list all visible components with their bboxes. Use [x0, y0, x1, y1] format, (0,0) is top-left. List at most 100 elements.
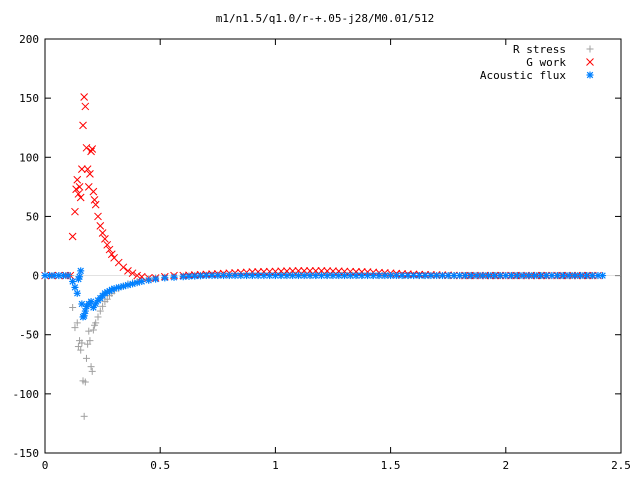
- data-point: [323, 272, 331, 280]
- data-point: [161, 274, 169, 282]
- data-point: [254, 272, 262, 280]
- data-point: [80, 412, 88, 420]
- data-point: [496, 272, 504, 280]
- chart-title: m1/n1.5/q1.0/r-+.05-j28/M0.01/512: [216, 12, 435, 25]
- data-point: [81, 307, 89, 315]
- data-point: [78, 165, 86, 173]
- data-point: [346, 272, 354, 280]
- x-tick-label: 2.5: [611, 459, 631, 472]
- data-point: [76, 273, 84, 281]
- data-point: [300, 272, 308, 280]
- data-point: [128, 269, 137, 278]
- data-point: [72, 185, 80, 194]
- data-point: [129, 280, 137, 288]
- data-point: [81, 102, 90, 111]
- data-point: [170, 273, 178, 281]
- data-point: [92, 319, 100, 327]
- data-point: [502, 272, 510, 280]
- data-point: [69, 304, 77, 312]
- y-tick-label: 0: [32, 270, 39, 283]
- data-point: [98, 229, 107, 237]
- data-point: [80, 312, 88, 320]
- data-point: [115, 283, 123, 291]
- data-point: [89, 187, 98, 196]
- data-point: [96, 222, 105, 230]
- data-point: [94, 313, 102, 321]
- data-point: [381, 272, 389, 280]
- axis-ticks: 0 0.5 1 1.5 2 2.5 200 150 100 50 0 -50 -100 -150: [13, 33, 631, 472]
- x-tick-label: 1: [272, 459, 279, 472]
- data-point: [73, 175, 82, 184]
- data-point: [86, 337, 94, 345]
- data-point: [103, 240, 112, 249]
- plot-frame: [44, 38, 622, 454]
- data-point: [565, 272, 573, 280]
- y-tick-label: -50: [19, 329, 39, 342]
- data-point: [73, 289, 81, 297]
- legend-label: Acoustic flux: [480, 69, 566, 82]
- data-point: [271, 272, 279, 280]
- data-point: [46, 272, 54, 280]
- x-tick-label: 2: [502, 459, 509, 472]
- data-point: [119, 263, 128, 272]
- data-point: [103, 295, 111, 303]
- data-point: [77, 346, 85, 354]
- data-point: [99, 302, 107, 310]
- data-point: [363, 268, 372, 276]
- data-point: [84, 340, 92, 348]
- y-tick-label: -100: [13, 388, 40, 401]
- data-point: [133, 279, 141, 287]
- data-point: [75, 183, 84, 191]
- data-point: [96, 307, 104, 315]
- data-point: [71, 207, 79, 216]
- data-point: [85, 327, 93, 335]
- data-point: [78, 339, 86, 347]
- data-point: [415, 272, 423, 280]
- data-point: [283, 272, 291, 280]
- data-point: [73, 319, 81, 327]
- series-layer: [41, 93, 607, 420]
- data-point: [599, 272, 607, 280]
- data-point: [387, 272, 395, 280]
- data-point: [80, 93, 89, 101]
- data-point: [124, 266, 132, 275]
- data-point: [124, 281, 132, 289]
- data-point: [266, 272, 274, 280]
- data-point: [89, 326, 97, 334]
- data-point: [91, 200, 100, 209]
- data-point: [119, 282, 127, 290]
- data-point: [248, 268, 257, 276]
- data-point: [76, 193, 85, 202]
- data-point: [82, 354, 90, 362]
- data-point: [77, 267, 85, 275]
- data-point: [243, 272, 251, 280]
- data-point: [145, 276, 153, 284]
- x-tick-label: 0: [42, 459, 49, 472]
- data-point: [152, 275, 160, 283]
- data-point: [81, 378, 89, 386]
- data-point: [88, 145, 97, 153]
- data-point: [71, 324, 79, 332]
- data-point: [68, 232, 77, 241]
- y-tick-label: 100: [19, 151, 39, 164]
- legend-marker: [586, 45, 594, 53]
- data-point: [358, 272, 366, 280]
- data-point: [87, 363, 95, 371]
- y-tick-label: 200: [19, 33, 39, 46]
- data-point: [133, 271, 142, 280]
- y-tick-label: 50: [26, 210, 39, 223]
- y-tick-label: -150: [13, 447, 40, 460]
- data-point: [71, 283, 79, 291]
- x-tick-label: 0.5: [150, 459, 170, 472]
- data-point: [94, 212, 102, 221]
- data-point: [79, 121, 87, 130]
- data-point: [467, 272, 475, 280]
- data-point: [88, 367, 96, 375]
- legend-label: R stress: [513, 43, 566, 56]
- data-point: [86, 169, 94, 178]
- data-point: [101, 235, 109, 243]
- data-point: [74, 190, 83, 198]
